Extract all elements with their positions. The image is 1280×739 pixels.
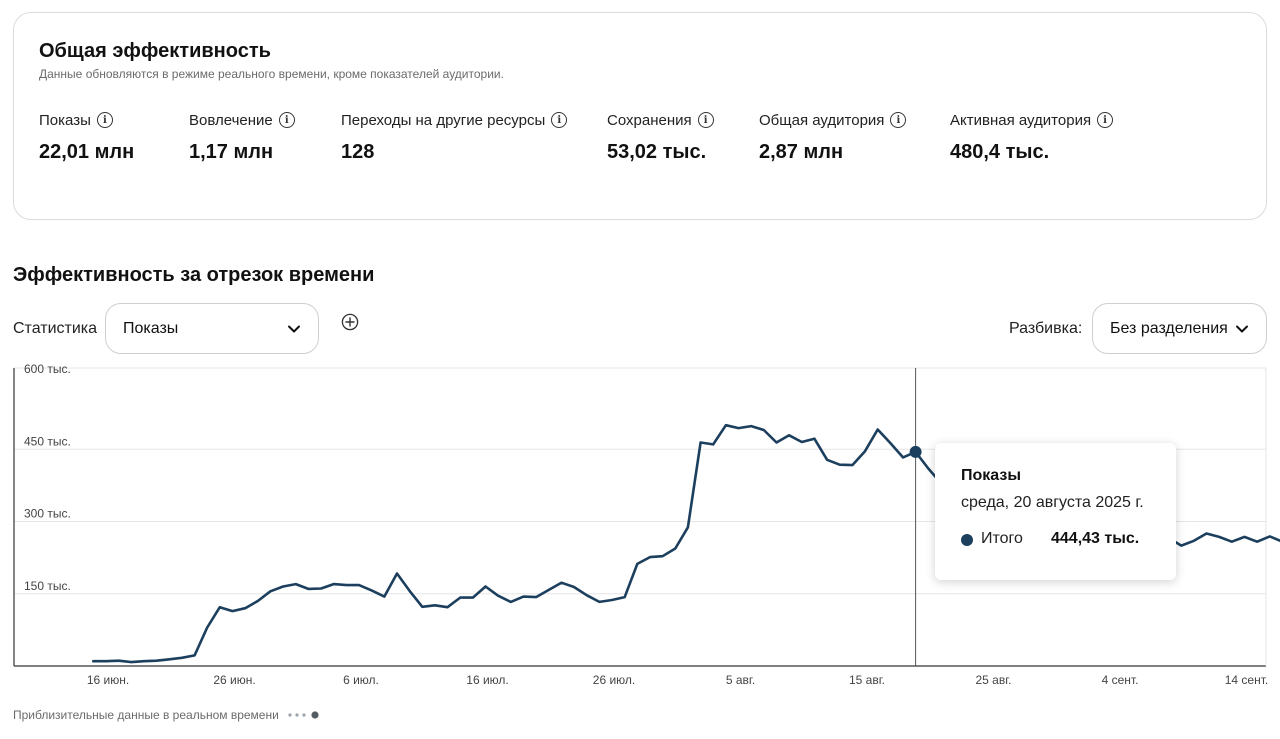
metric-engagement: Вовлечение i 1,17 млн	[189, 111, 295, 164]
breakdown-select-value: Без разделения	[1110, 319, 1228, 337]
metric-label: Показы	[39, 111, 91, 129]
tooltip-value: 444,43 тыс.	[1051, 530, 1140, 547]
statistic-select[interactable]: Показы	[105, 303, 319, 354]
y-tick-label: 600 тыс.	[24, 362, 71, 376]
x-tick-label: 5 авг.	[726, 673, 755, 687]
metric-label: Переходы на другие ресурсы	[341, 111, 546, 129]
metric-total-audience: Общая аудитория i 2,87 млн	[759, 111, 907, 164]
metric-label: Общая аудитория	[759, 111, 885, 129]
x-tick-label: 4 сент.	[1102, 673, 1139, 687]
metric-label: Сохранения	[607, 111, 692, 129]
chart-tooltip: Показы среда, 20 августа 2025 г. Итого 4…	[935, 443, 1176, 580]
y-tick-label: 450 тыс.	[24, 434, 71, 448]
metric-value: 2,87 млн	[759, 141, 844, 163]
x-tick-label: 14 сент.	[1225, 673, 1268, 687]
footnote: Приблизительные данные в реальном времен…	[13, 708, 321, 722]
info-icon[interactable]: i	[551, 112, 568, 128]
statistic-select-value: Показы	[123, 319, 179, 337]
x-tick-label: 26 июн.	[213, 673, 255, 687]
info-icon[interactable]: i	[697, 112, 714, 128]
summary-title: Общая эффективность	[39, 40, 271, 62]
tooltip-series-dot	[961, 534, 973, 546]
section-title: Эффективность за отрезок времени	[13, 264, 375, 286]
metric-active-audience: Активная аудитория i 480,4 тыс.	[950, 111, 1114, 164]
metric-value: 53,02 тыс.	[607, 141, 707, 163]
tooltip-series-name: Итого	[981, 530, 1023, 547]
metric-value: 22,01 млн	[39, 141, 135, 163]
estimate-legend-icon	[288, 711, 319, 719]
highlight-point	[909, 445, 922, 458]
x-tick-label: 26 июл.	[593, 673, 635, 687]
overall-performance-card: Общая эффективность Данные обновляются в…	[13, 12, 1267, 220]
metric-value: 1,17 млн	[189, 141, 274, 163]
x-tick-label: 6 июл.	[343, 673, 379, 687]
statistic-label: Статистика	[13, 320, 98, 337]
x-tick-label: 16 июн.	[87, 673, 129, 687]
footnote-text: Приблизительные данные в реальном времен…	[13, 708, 279, 722]
metric-value: 128	[341, 141, 375, 163]
y-tick-label: 300 тыс.	[24, 507, 71, 521]
info-icon[interactable]: i	[96, 112, 113, 128]
breakdown-select[interactable]: Без разделения	[1092, 303, 1267, 354]
x-tick-label: 16 июл.	[466, 673, 508, 687]
metric-label: Активная аудитория	[950, 111, 1092, 129]
breakdown-label: Разбивка:	[1009, 320, 1083, 337]
x-tick-label: 25 авг.	[976, 673, 1012, 687]
metric-label: Вовлечение	[189, 111, 273, 129]
metric-impressions: Показы i 22,01 млн	[39, 111, 134, 164]
metric-saves: Сохранения i 53,02 тыс.	[607, 111, 714, 164]
x-tick-label: 15 авг.	[849, 673, 885, 687]
chevron-down-icon	[1236, 325, 1248, 333]
info-icon[interactable]: i	[278, 112, 295, 128]
y-tick-label: 150 тыс.	[24, 579, 71, 593]
info-icon[interactable]: i	[890, 112, 907, 128]
tooltip-title: Показы	[961, 467, 1021, 484]
tooltip-date: среда, 20 августа 2025 г.	[961, 494, 1144, 511]
info-icon[interactable]: i	[1097, 112, 1114, 128]
add-metric-icon[interactable]	[341, 313, 359, 331]
metric-value: 480,4 тыс.	[950, 141, 1050, 163]
metric-outbound-clicks: Переходы на другие ресурсы i 128	[341, 111, 568, 164]
summary-subtitle: Данные обновляются в режиме реального вр…	[39, 67, 504, 81]
chevron-down-icon	[288, 325, 300, 333]
